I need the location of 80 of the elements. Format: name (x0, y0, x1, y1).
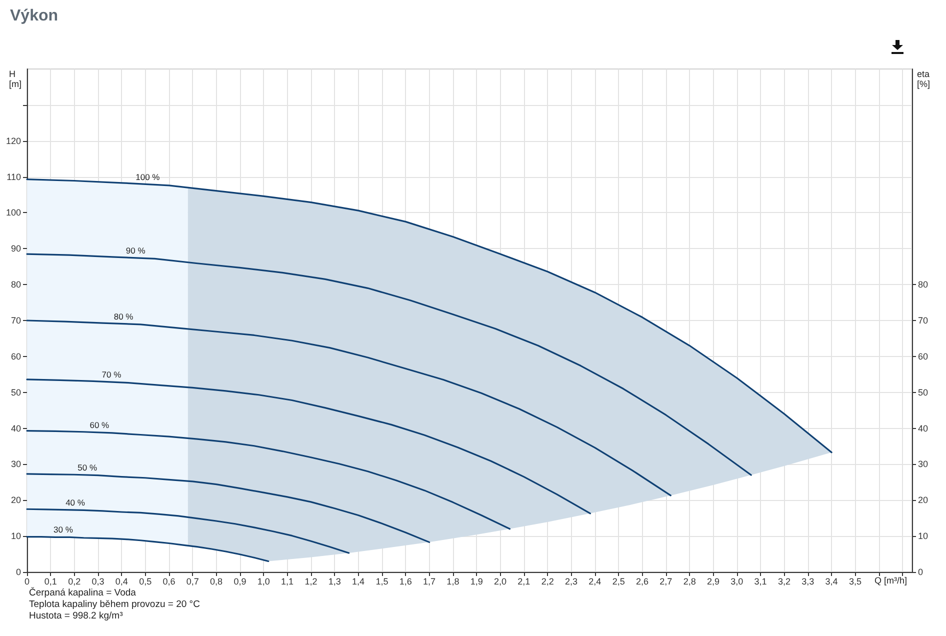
x-tick-label: 0,4 (115, 576, 128, 586)
x-tick-label: 1,4 (352, 576, 365, 586)
y-tick-label: 40 (10, 423, 21, 434)
series-label: 70 % (102, 370, 122, 380)
x-tick-label: 3,0 (730, 576, 744, 586)
y-tick-label: 70 (10, 316, 21, 326)
x-tick-label: 0,9 (234, 576, 246, 586)
x-tick-label: 2,5 (612, 576, 625, 586)
line-series (26, 536, 270, 562)
y2-tick-label: 10 (918, 531, 928, 542)
series-label: 90 % (126, 245, 146, 256)
text: Teplota kapaliny během provozu = 20 °C (29, 599, 200, 610)
y2-axis-title: eta [%] (917, 69, 930, 89)
y2-tick-label: 40 (918, 423, 928, 434)
line-series (26, 253, 752, 476)
y-tick-label: 10 (10, 531, 21, 542)
x-tick-label: 2,0 (494, 576, 507, 586)
x-axis-title: Q [m³/h] (874, 576, 908, 586)
line-series (26, 320, 672, 496)
x-tick-label: 0,7 (186, 576, 199, 586)
x-tick-label: 2,1 (518, 576, 530, 586)
x-tick-label: 0,2 (68, 576, 81, 586)
y-axis-title: H [m] (9, 69, 22, 89)
x-tick-label: 0,8 (210, 576, 223, 586)
line-series (26, 378, 591, 514)
y2-tick-label: 80 (918, 280, 928, 290)
x-tick-label: 3,2 (778, 576, 790, 586)
y2-tick-label: 0 (918, 567, 924, 577)
series-label: 80 % (114, 311, 134, 322)
y-tick-label: 30 (10, 459, 21, 470)
series-label: 60 % (90, 420, 110, 430)
y2-tick-label: 50 (918, 387, 928, 398)
x-tick-label: 2,7 (660, 576, 672, 586)
y-tick-label: 90 (10, 244, 21, 254)
series-label: 50 % (78, 462, 98, 473)
x-tick-label: 3,5 (848, 576, 862, 586)
series-label: 100 % (136, 172, 160, 182)
x-tick-label: 2,6 (636, 576, 648, 586)
line-series (26, 508, 350, 554)
x-tick-label: 3,4 (825, 576, 838, 586)
x-tick-label: 1,1 (281, 576, 294, 586)
x-tick-label: 1,5 (376, 576, 388, 586)
x-tick-label: 2,2 (541, 576, 554, 586)
x-tick-label: 1,0 (257, 576, 270, 586)
y-tick-label: 80 (10, 280, 21, 290)
x-tick-label: 1,3 (328, 576, 341, 586)
x-tick-label: 2,4 (588, 576, 602, 586)
x-tick-label: 1,2 (304, 576, 318, 586)
x-tick-label: 2,9 (706, 576, 720, 586)
line-series (26, 473, 430, 543)
chart-title: Výkon (10, 8, 58, 24)
y2-tick-label: 70 (918, 316, 928, 326)
y2-tick-label: 60 (918, 351, 928, 362)
line-series (26, 178, 832, 454)
x-tick-label: 0 (24, 576, 30, 586)
y-tick-label: 110 (6, 172, 21, 182)
x-tick-label: 1,9 (470, 576, 483, 586)
x-tick-label: 0,3 (92, 576, 104, 586)
y-tick-label: 120 (6, 136, 21, 146)
x-tick-label: 1,8 (446, 576, 460, 586)
text: Hustota = 998.2 kg/m³ (29, 610, 123, 622)
x-tick-label: 2,3 (564, 576, 578, 586)
y2-tick-label: 30 (918, 459, 928, 470)
series-label: 30 % (54, 524, 74, 535)
x-tick-label: 0,1 (44, 576, 57, 586)
series-label: 40 % (66, 498, 86, 508)
y-tick-label: 60 (10, 351, 21, 362)
x-tick-label: 3,3 (802, 576, 814, 586)
text: Čerpaná kapalina = Voda (29, 586, 137, 598)
x-tick-label: 3,1 (754, 576, 767, 586)
x-tick-label: 1,7 (423, 576, 436, 586)
y-tick-label: 100 (6, 208, 21, 218)
y-tick-label: 50 (10, 387, 21, 398)
y-tick-label: 20 (10, 495, 21, 506)
x-tick-label: 1,6 (399, 576, 412, 586)
y2-tick-label: 20 (918, 495, 928, 506)
x-tick-label: 0,5 (139, 576, 152, 586)
x-tick-label: 0,6 (162, 576, 176, 586)
y-tick-label: 0 (16, 567, 21, 577)
x-tick-label: 2,8 (683, 576, 696, 586)
